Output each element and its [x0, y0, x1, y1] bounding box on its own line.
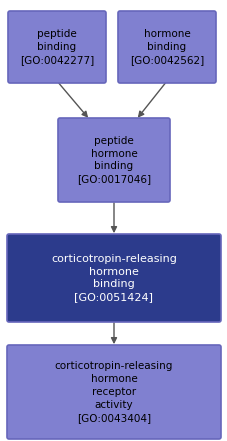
- Text: hormone
binding
[GO:0042562]: hormone binding [GO:0042562]: [129, 29, 203, 65]
- FancyBboxPatch shape: [7, 234, 220, 322]
- Text: corticotropin-releasing
hormone
receptor
activity
[GO:0043404]: corticotropin-releasing hormone receptor…: [54, 362, 173, 422]
- Text: peptide
hormone
binding
[GO:0017046]: peptide hormone binding [GO:0017046]: [76, 136, 151, 184]
- FancyBboxPatch shape: [118, 11, 215, 83]
- FancyBboxPatch shape: [8, 11, 106, 83]
- FancyBboxPatch shape: [58, 118, 169, 202]
- FancyBboxPatch shape: [7, 345, 220, 439]
- Text: peptide
binding
[GO:0042277]: peptide binding [GO:0042277]: [20, 29, 94, 65]
- Text: corticotropin-releasing
hormone
binding
[GO:0051424]: corticotropin-releasing hormone binding …: [51, 254, 176, 302]
